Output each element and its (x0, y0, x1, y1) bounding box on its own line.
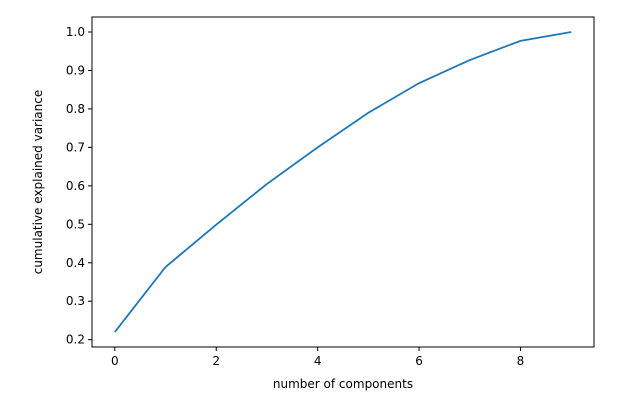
x-tick-label: 6 (415, 354, 423, 368)
y-tick-label: 0.9 (66, 63, 85, 77)
y-tick-label: 0.3 (66, 294, 85, 308)
y-tick-label: 0.5 (66, 217, 85, 231)
y-axis-label: cumulative explained variance (31, 90, 45, 275)
x-tick-label: 2 (212, 354, 220, 368)
y-tick-label: 1.0 (66, 25, 85, 39)
y-tick-label: 0.2 (66, 333, 85, 347)
line (114, 31, 572, 333)
x-axis-label: number of components (273, 377, 413, 391)
x-tick-label: 4 (314, 354, 322, 368)
y-tick-label: 0.8 (66, 102, 85, 116)
plot-frame (91, 16, 595, 348)
y-tick-label: 0.7 (66, 140, 85, 154)
y-tick-label: 0.6 (66, 179, 85, 193)
x-tick-label: 8 (517, 354, 525, 368)
x-tick-label: 0 (111, 354, 119, 368)
y-tick-label: 0.4 (66, 256, 85, 270)
